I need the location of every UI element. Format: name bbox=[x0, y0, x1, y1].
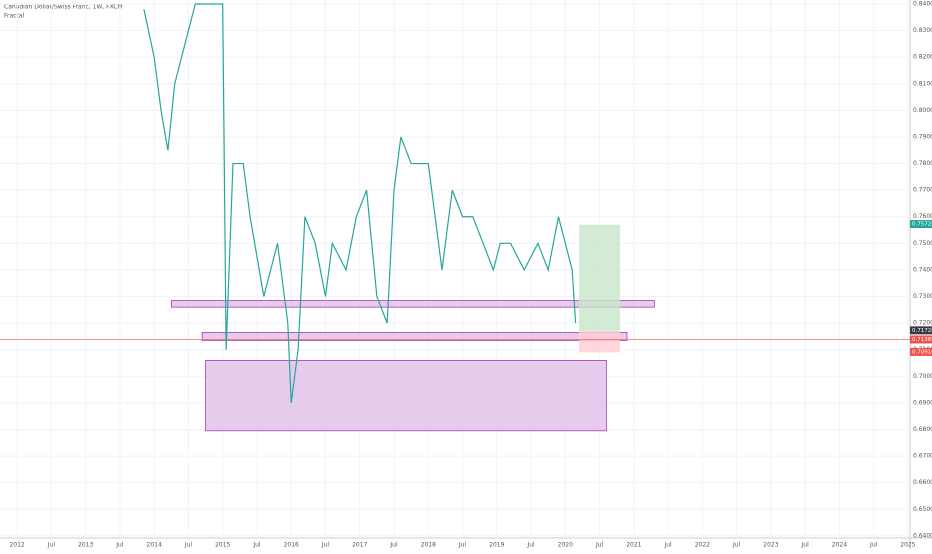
x-tick-label: Jul bbox=[732, 542, 741, 549]
y-tick-label: 0.64000 bbox=[913, 532, 932, 539]
zone bbox=[170, 300, 655, 308]
zone bbox=[579, 224, 621, 332]
x-tick-label: Jul bbox=[47, 542, 56, 549]
x-tick-label: Jul bbox=[869, 542, 878, 549]
price-label-box bbox=[910, 335, 932, 344]
x-tick-label: Jul bbox=[184, 542, 193, 549]
zone bbox=[201, 332, 628, 341]
y-tick-label: 0.65000 bbox=[913, 506, 932, 513]
x-tick-label: Jul bbox=[801, 542, 810, 549]
x-tick-label: 2012 bbox=[9, 542, 24, 549]
price-label: 0.75725 bbox=[912, 222, 932, 228]
y-tick-label: 0.67000 bbox=[913, 453, 932, 460]
x-tick-label: Jul bbox=[458, 542, 467, 549]
y-tick-label: 0.72000 bbox=[913, 320, 932, 327]
x-tick-label: 2014 bbox=[147, 542, 162, 549]
price-label-box bbox=[910, 326, 932, 335]
x-tick-label: 2021 bbox=[626, 542, 641, 549]
y-tick-label: 0.68000 bbox=[913, 426, 932, 433]
price-label-box bbox=[910, 347, 932, 356]
y-tick-label: 0.81000 bbox=[913, 80, 932, 87]
y-tick-label: 0.70000 bbox=[913, 373, 932, 380]
x-tick-label: 2017 bbox=[352, 542, 367, 549]
y-tick-label: 0.75000 bbox=[913, 240, 932, 247]
x-tick-label: 2013 bbox=[78, 542, 93, 549]
y-tick-label: 0.80000 bbox=[913, 107, 932, 114]
y-tick-label: 0.69000 bbox=[913, 399, 932, 406]
price-series bbox=[143, 3, 577, 403]
x-tick-label: 2016 bbox=[284, 542, 299, 549]
x-tick-label: 2015 bbox=[215, 542, 230, 549]
x-tick-label: Jul bbox=[663, 542, 672, 549]
x-tick-label: 2022 bbox=[695, 542, 710, 549]
x-tick-label: Jul bbox=[321, 542, 330, 549]
y-tick-label: 0.82000 bbox=[913, 54, 932, 61]
x-tick-label: 2023 bbox=[763, 542, 778, 549]
y-tick-label: 0.76000 bbox=[913, 213, 932, 220]
x-tick-label: Jul bbox=[526, 542, 535, 549]
y-tick-label: 0.78000 bbox=[913, 160, 932, 167]
zone bbox=[579, 331, 621, 353]
y-tick-label: 0.79000 bbox=[913, 133, 932, 140]
x-tick-label: Jul bbox=[252, 542, 261, 549]
x-tick-label: 2019 bbox=[489, 542, 504, 549]
price-label: 0.71728 bbox=[912, 328, 932, 334]
price-label-box bbox=[910, 220, 932, 229]
x-tick-label: 2018 bbox=[421, 542, 436, 549]
x-tick-label: Jul bbox=[115, 542, 124, 549]
y-tick-label: 0.73000 bbox=[913, 293, 932, 300]
price-label: 0.71385 bbox=[912, 337, 932, 343]
y-tick-label: 0.74000 bbox=[913, 266, 932, 273]
y-tick-label: 0.66000 bbox=[913, 479, 932, 486]
chart-subtitle: Fractal bbox=[4, 13, 24, 20]
y-tick-label: 0.83000 bbox=[913, 27, 932, 34]
x-tick-label: Jul bbox=[389, 542, 398, 549]
zone bbox=[205, 360, 607, 432]
x-tick-label: Jul bbox=[595, 542, 604, 549]
x-tick-label: 2020 bbox=[558, 542, 573, 549]
y-tick-label: 0.84000 bbox=[913, 0, 932, 7]
chart-title: Canadian Dollar/Swiss Franc, 1W, FXCM bbox=[4, 4, 123, 11]
x-tick-label: 2024 bbox=[832, 542, 847, 549]
y-tick-label: 0.77000 bbox=[913, 187, 932, 194]
x-tick-label: 2025 bbox=[900, 542, 915, 549]
price-label: 0.70916 bbox=[912, 349, 932, 355]
